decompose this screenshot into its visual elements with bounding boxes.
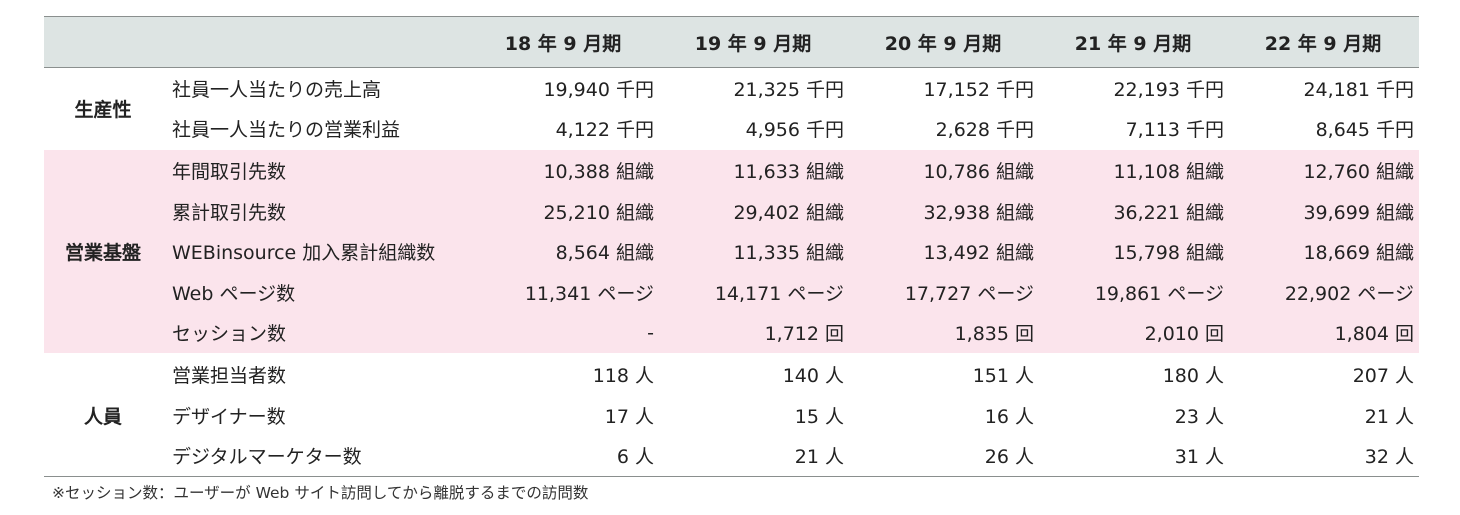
cell-value: 11,108 組織 [1113,160,1224,183]
cell-value: 25,210 組織 [543,201,654,224]
cell-value: 21,325 千円 [733,78,844,101]
cell-value: 2,628 千円 [935,119,1034,142]
cell-value: 11,633 組織 [733,160,844,183]
group-sales-base: 営業基盤 年間取引先数 10,388 組織 11,633 組織 10,786 組… [44,149,1422,355]
row-label: デジタルマーケター数 [172,446,362,469]
group-label: 人員 [83,405,122,428]
cell-value: 1,835 回 [954,323,1034,346]
cell-value: 207 人 [1352,364,1414,387]
group-label: 営業基盤 [64,242,141,265]
row-label: 営業担当者数 [172,364,287,387]
table-row: セッション数 - 1,712 回 1,835 回 2,010 回 1,804 回 [162,313,1422,354]
cell-value: 118 人 [592,364,654,387]
cell-value: 1,712 回 [764,323,844,346]
cell-value: 1,804 回 [1334,323,1414,346]
cell-value: 11,341 ページ [524,282,654,305]
table-header-row: 18 年 9 月期 19 年 9 月期 20 年 9 月期 21 年 9 月期 … [44,17,1419,68]
cell-value: 32,938 組織 [923,201,1034,224]
row-label: デザイナー数 [172,405,286,428]
cell-value: 24,181 千円 [1303,78,1414,101]
row-label: WEBinsource 加入累計組織数 [172,242,436,265]
row-label: 累計取引先数 [172,201,287,224]
cell-value: 19,861 ページ [1094,282,1224,305]
cell-value: 31 人 [1174,446,1224,469]
cell-value: 13,492 組織 [923,242,1034,265]
cell-value: 21 人 [794,446,844,469]
cell-value: 140 人 [782,364,844,387]
cell-value: 17 人 [604,405,654,428]
cell-value: 22,193 千円 [1113,78,1224,101]
cell-value: 14,171 ページ [714,282,844,305]
kpi-table: 18 年 9 月期 19 年 9 月期 20 年 9 月期 21 年 9 月期 … [44,16,1419,477]
table-row: デジタルマーケター数 6 人 21 人 26 人 31 人 32 人 [162,435,1422,476]
cell-value: 22,902 ページ [1284,282,1414,305]
row-label: Web ページ数 [172,282,296,305]
column-header: 19 年 9 月期 [694,32,812,55]
cell-value: 32 人 [1364,446,1414,469]
cell-value: 15,798 組織 [1113,242,1224,265]
cell-value: 19,940 千円 [543,78,654,101]
cell-value: 26 人 [984,446,1034,469]
cell-value: 16 人 [984,405,1034,428]
cell-value: 21 人 [1364,405,1414,428]
cell-value: 4,956 千円 [745,119,844,142]
cell-value: 10,786 組織 [923,160,1034,183]
cell-value: 10,388 組織 [543,160,654,183]
group-label: 生産性 [74,99,132,122]
cell-value: 8,564 組織 [555,242,654,265]
table-row: 営業担当者数 118 人 140 人 151 人 180 人 207 人 [162,354,1422,395]
table-row: 年間取引先数 10,388 組織 11,633 組織 10,786 組織 11,… [162,150,1422,191]
group-staff: 人員 営業担当者数 118 人 140 人 151 人 180 人 207 人 … [44,354,1419,476]
row-label: 年間取引先数 [172,160,287,183]
cell-value: 23 人 [1174,405,1224,428]
cell-value: 17,152 千円 [923,78,1034,101]
cell-value: 11,335 組織 [733,242,844,265]
column-header: 18 年 9 月期 [504,32,622,55]
row-label: 社員一人当たりの営業利益 [172,119,401,142]
column-header: 21 年 9 月期 [1074,32,1192,55]
table-row: 社員一人当たりの売上高 19,940 千円 21,325 千円 17,152 千… [162,68,1422,109]
cell-value: 7,113 千円 [1125,119,1224,142]
cell-value: 151 人 [972,364,1034,387]
group-productivity: 生産性 社員一人当たりの売上高 19,940 千円 21,325 千円 17,1… [44,68,1419,149]
cell-value: 12,760 組織 [1303,160,1414,183]
cell-value: 8,645 千円 [1315,119,1414,142]
cell-value: 17,727 ページ [904,282,1034,305]
table-row: 社員一人当たりの営業利益 4,122 千円 4,956 千円 2,628 千円 … [162,109,1422,150]
cell-value: 2,010 回 [1144,323,1224,346]
table-row: WEBinsource 加入累計組織数 8,564 組織 11,335 組織 1… [162,231,1422,272]
row-label: セッション数 [172,323,287,346]
table-row: デザイナー数 17 人 15 人 16 人 23 人 21 人 [162,395,1422,436]
row-label: 社員一人当たりの売上高 [172,78,382,101]
column-header: 22 年 9 月期 [1264,32,1382,55]
cell-value: 36,221 組織 [1113,201,1224,224]
footnote: ※セッション数：ユーザーが Web サイト訪問してから離脱するまでの訪問数 [52,484,589,502]
table-row: 累計取引先数 25,210 組織 29,402 組織 32,938 組織 36,… [162,191,1422,232]
table-row: Web ページ数 11,341 ページ 14,171 ページ 17,727 ペー… [162,272,1422,313]
cell-value: 39,699 組織 [1303,201,1414,224]
cell-value: 15 人 [794,405,844,428]
cell-value: 4,122 千円 [555,119,654,142]
cell-value: - [647,321,654,344]
cell-value: 18,669 組織 [1303,242,1414,265]
cell-value: 29,402 組織 [733,201,844,224]
column-header: 20 年 9 月期 [884,32,1002,55]
cell-value: 6 人 [616,446,654,469]
cell-value: 180 人 [1162,364,1224,387]
